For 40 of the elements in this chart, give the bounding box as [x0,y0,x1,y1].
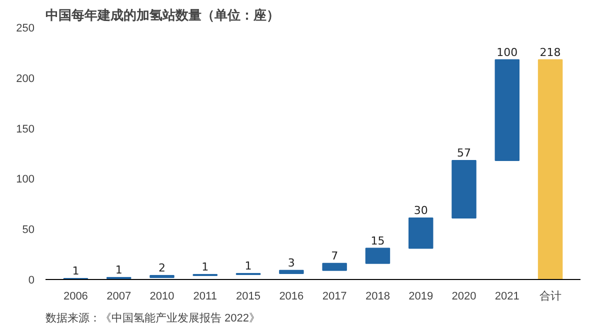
x-tick-label: 合计 [539,290,562,302]
x-tick-label: 2019 [408,290,434,302]
data-label: 30 [414,204,428,218]
y-tick-label: 200 [16,72,35,85]
chart-title: 中国每年建成的加氢站数量（单位：座） [46,8,280,22]
bar [494,59,520,162]
data-label: 7 [331,249,338,262]
x-tick-label: 2011 [193,290,217,302]
y-tick-label: 150 [16,123,35,136]
x-tick-label: 2007 [106,290,132,302]
y-tick-label: 0 [28,274,35,286]
x-tick-label: 2010 [150,290,174,302]
x-tick-label: 2006 [63,290,88,302]
bar [538,59,563,280]
x-tick-label: 2020 [452,290,476,302]
y-tick-label: 250 [16,22,35,34]
y-tick-label: 50 [22,224,35,236]
bar [408,218,434,249]
bar [150,274,174,278]
bar [452,160,476,219]
data-label: 57 [457,146,472,160]
data-label: 3 [288,256,295,270]
data-label: 218 [540,46,561,59]
x-tick-label: 2016 [279,290,304,302]
data-label: 1 [202,260,209,274]
bar [279,270,304,274]
y-tick-label: 100 [16,174,35,186]
x-tick-label: 2018 [365,290,390,302]
data-label: 15 [370,234,385,248]
data-label: 1 [244,259,252,272]
bar [365,248,390,264]
data-label: 100 [496,46,518,59]
source-note: 数据来源：《中国氢能产业发展报告 2022》 [46,312,260,324]
data-label: 1 [115,263,122,276]
x-tick-label: 2017 [322,290,347,302]
data-label: 2 [158,261,166,274]
bar [322,262,347,271]
x-tick-label: 2015 [236,290,261,302]
x-tick-label: 2021 [494,290,520,302]
data-label: 1 [72,264,80,278]
